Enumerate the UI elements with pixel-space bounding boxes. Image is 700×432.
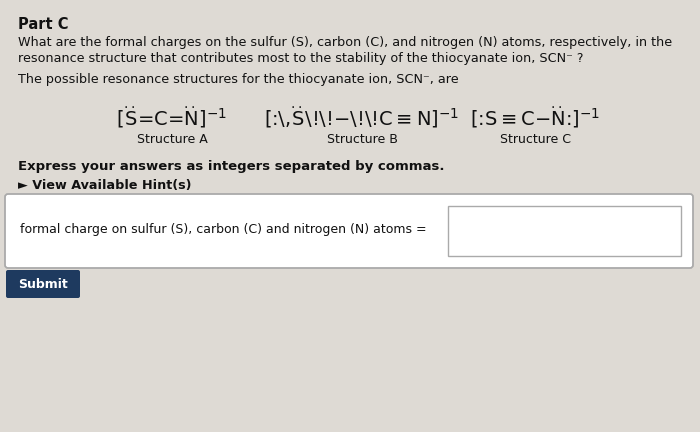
- Text: [:\,$\mathsf{\overset{..}{S}}$\!\!$-$\!\!C$\equiv$N]$^{-1}$: [:\,$\mathsf{\overset{..}{S}}$\!\!$-$\!\…: [265, 104, 460, 130]
- FancyBboxPatch shape: [5, 194, 693, 268]
- Text: Structure A: Structure A: [136, 133, 207, 146]
- Text: [:S$\equiv$C$-$$\mathsf{\overset{..}{N}}$:]$^{-1}$: [:S$\equiv$C$-$$\mathsf{\overset{..}{N}}…: [470, 104, 600, 130]
- Text: Submit: Submit: [18, 277, 68, 290]
- Text: resonance structure that contributes most to the stability of the thiocyanate io: resonance structure that contributes mos…: [18, 52, 584, 65]
- Text: formal charge on sulfur (S), carbon (C) and nitrogen (N) atoms =: formal charge on sulfur (S), carbon (C) …: [20, 222, 426, 235]
- Text: Structure B: Structure B: [327, 133, 398, 146]
- Text: Structure C: Structure C: [500, 133, 570, 146]
- Bar: [448, 206, 681, 256]
- FancyBboxPatch shape: [6, 270, 80, 298]
- Text: ► View Available Hint(s): ► View Available Hint(s): [18, 179, 192, 192]
- Text: The possible resonance structures for the thiocyanate ion, SCN⁻, are: The possible resonance structures for th…: [18, 73, 458, 86]
- Text: Part C: Part C: [18, 17, 69, 32]
- Text: Express your answers as integers separated by commas.: Express your answers as integers separat…: [18, 160, 444, 173]
- Text: What are the formal charges on the sulfur (S), carbon (C), and nitrogen (N) atom: What are the formal charges on the sulfu…: [18, 36, 672, 49]
- Text: [$\mathsf{\overset{..}{S}}$=C=$\mathsf{\overset{..}{N}}$]$^{-1}$: [$\mathsf{\overset{..}{S}}$=C=$\mathsf{\…: [116, 104, 228, 130]
